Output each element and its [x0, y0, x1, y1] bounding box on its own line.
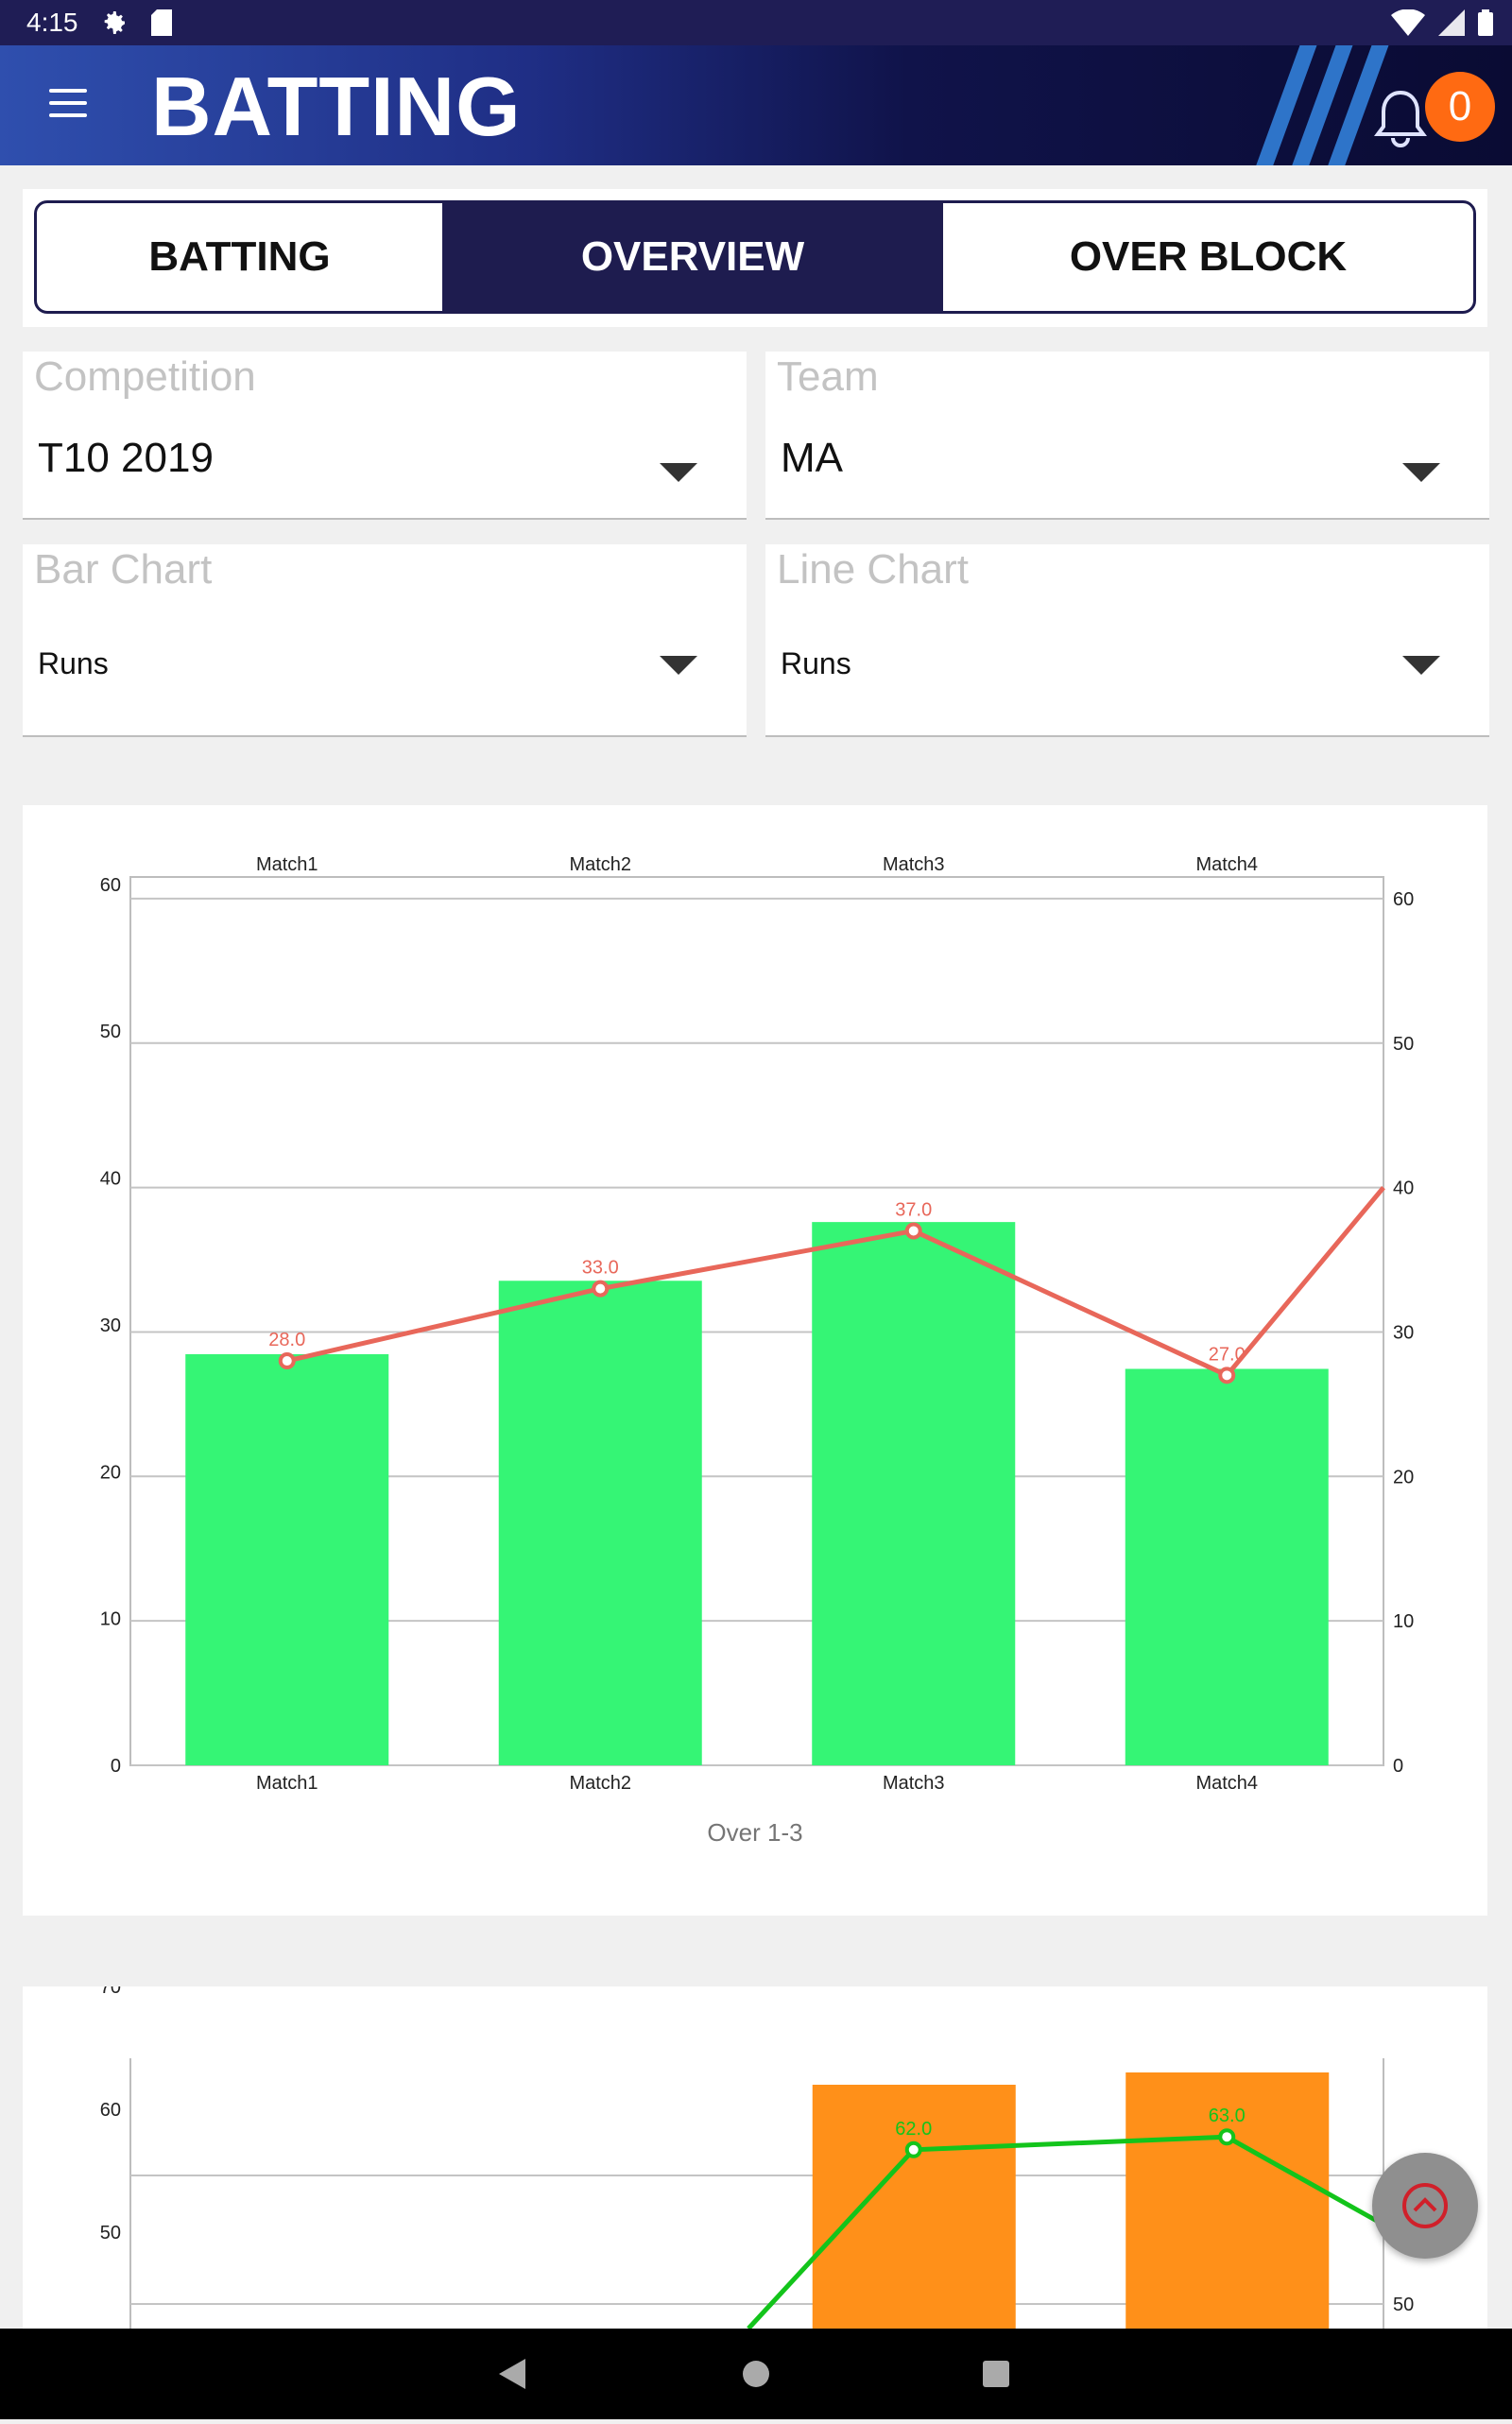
y-left-tick-label: 0	[111, 1756, 121, 1777]
notification-badge[interactable]: 0	[1425, 72, 1495, 142]
y-right-tick-label: 20	[1393, 1467, 1414, 1487]
line-point	[904, 2140, 922, 2158]
tab-bar: BATTING OVERVIEW OVER BLOCK	[34, 200, 1476, 314]
line-point	[1218, 2128, 1236, 2146]
y-right-tick-label: 40	[1393, 1178, 1414, 1199]
app-bar: BATTING 0	[0, 45, 1512, 165]
y-left-tick-label: 60	[100, 2100, 121, 2121]
navigation-bar	[0, 2329, 1512, 2419]
y-left-tick-label: 50	[100, 1022, 121, 1042]
x-tick-label: Match1	[256, 1773, 318, 1794]
signal-icon	[1438, 9, 1465, 41]
y-left-tick-label: 60	[100, 875, 121, 896]
y-left-tick-label: 70	[100, 1986, 121, 1998]
bar	[1125, 2072, 1330, 2329]
series-line	[747, 2134, 1385, 2330]
chevron-up-icon	[1402, 2183, 1448, 2228]
bar-chart-dropdown[interactable]: Bar Chart Runs	[23, 544, 747, 737]
team-value: MA	[781, 435, 843, 481]
line-point	[278, 1352, 296, 1370]
menu-icon[interactable]	[49, 89, 87, 119]
recents-icon[interactable]	[983, 2361, 1009, 2387]
bar-chart-value: Runs	[38, 646, 109, 680]
y-right-tick-label: 50	[1393, 2295, 1414, 2315]
y-right-tick-label: 0	[1393, 1756, 1403, 1777]
y-right-tick-label: 10	[1393, 1611, 1414, 1632]
settings-icon	[98, 8, 129, 43]
x-top-tick-label: Match4	[1195, 854, 1258, 875]
x-top-tick-label: Match2	[569, 854, 631, 875]
status-time: 4:15	[26, 8, 78, 37]
y-right-tick-label: 30	[1393, 1322, 1414, 1343]
data-label: 27.0	[1209, 1344, 1246, 1365]
page-title: BATTING	[151, 60, 522, 153]
status-bar: 4:15	[0, 0, 1512, 45]
bar-chart-label: Bar Chart	[34, 546, 213, 593]
wifi-icon	[1391, 9, 1425, 41]
y-left-tick-label: 10	[100, 1609, 121, 1630]
battery-icon	[1478, 9, 1493, 41]
x-tick-label: Match2	[569, 1773, 631, 1794]
bar	[1125, 1368, 1329, 1765]
chevron-down-icon	[660, 656, 697, 675]
y-left-tick-label: 40	[100, 1169, 121, 1190]
back-icon[interactable]	[499, 2359, 525, 2389]
combo-chart-2: 506070506062.063.0	[100, 1977, 1414, 2330]
y-left-tick-label: 20	[100, 1462, 121, 1483]
line-chart-dropdown[interactable]: Line Chart Runs	[765, 544, 1489, 737]
x-top-tick-label: Match3	[883, 854, 945, 875]
bar	[812, 1222, 1016, 1765]
chart-card-1: 0 10 20 30 40 50 60 0 10 20 30 40 50 60 Match1 Match1 Ma…	[23, 805, 1487, 1916]
line-point	[592, 1280, 610, 1298]
line-point	[904, 1222, 922, 1240]
combo-chart-1: 0 10 20 30 40 50 60 0 10 20 30 40 50 60 Match1 Match1 Ma…	[100, 854, 1415, 1847]
competition-value: T10 2019	[38, 435, 214, 481]
home-icon[interactable]	[743, 2361, 769, 2387]
data-label: 37.0	[895, 1199, 932, 1220]
x-tick-label: Match3	[883, 1773, 945, 1794]
notification-bell-icon[interactable]	[1372, 87, 1429, 156]
competition-dropdown[interactable]: Competition T10 2019	[23, 352, 747, 520]
data-label: 62.0	[895, 2119, 932, 2140]
bar	[812, 2085, 1016, 2329]
bar	[185, 1353, 389, 1765]
x-top-tick-label: Match1	[256, 854, 318, 875]
chevron-down-icon	[1402, 656, 1440, 675]
x-axis-label: Over 1-3	[707, 1818, 802, 1847]
chart-card-2: 506070506062.063.0	[23, 1977, 1487, 2330]
scroll-top-button[interactable]	[1372, 2153, 1478, 2259]
team-label: Team	[777, 353, 879, 400]
team-dropdown[interactable]: Team MA	[765, 352, 1489, 520]
x-tick-label: Match4	[1195, 1773, 1258, 1794]
chevron-down-icon	[660, 463, 697, 482]
data-label: 33.0	[582, 1258, 619, 1279]
tab-bar-container: BATTING OVERVIEW OVER BLOCK	[23, 189, 1487, 327]
line-chart-value: Runs	[781, 646, 851, 680]
data-label: 63.0	[1209, 2106, 1246, 2126]
bar	[498, 1281, 702, 1765]
line-chart-label: Line Chart	[777, 546, 970, 593]
tab-batting[interactable]: BATTING	[148, 233, 331, 280]
y-right-tick-label: 60	[1393, 889, 1414, 910]
tab-over-block[interactable]: OVER BLOCK	[1069, 233, 1348, 280]
line-point	[1218, 1367, 1236, 1384]
y-right-tick-label: 50	[1393, 1034, 1414, 1055]
sd-card-icon	[151, 9, 172, 41]
tab-overview[interactable]: OVERVIEW	[442, 203, 943, 311]
y-left-tick-label: 30	[100, 1315, 121, 1336]
chevron-down-icon	[1402, 463, 1440, 482]
y-left-tick-label: 50	[100, 2223, 121, 2243]
competition-label: Competition	[34, 353, 256, 400]
data-label: 28.0	[268, 1330, 305, 1350]
